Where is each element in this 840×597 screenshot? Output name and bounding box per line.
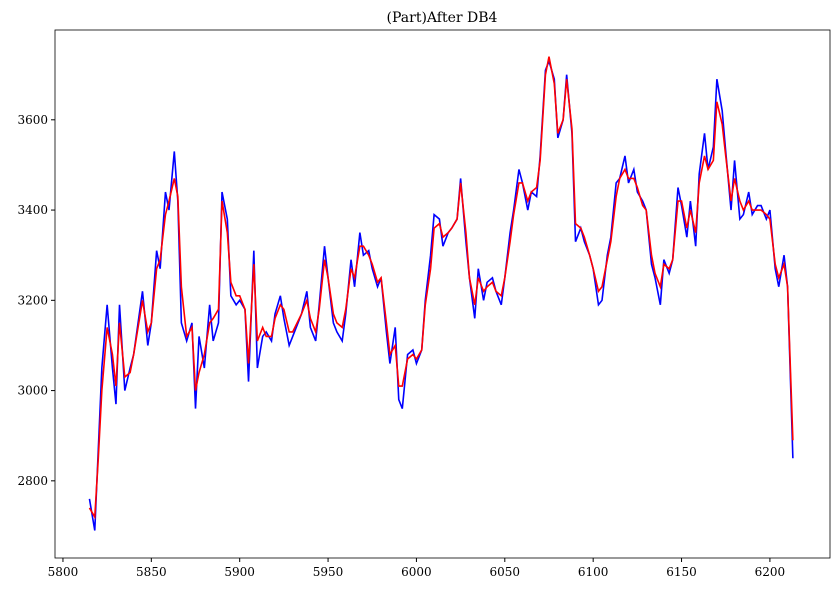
- series-line: [88, 58, 794, 531]
- x-tick-label: 6050: [490, 565, 521, 579]
- x-tick-label: 6100: [578, 565, 609, 579]
- x-tick-label: 5800: [48, 565, 79, 579]
- series-line: [88, 56, 794, 520]
- x-tick-label: 6150: [666, 565, 697, 579]
- x-tick-label: 5900: [224, 565, 255, 579]
- x-tick-label: 6000: [401, 565, 432, 579]
- y-tick-label: 2800: [17, 474, 48, 488]
- y-tick-label: 3200: [17, 293, 48, 307]
- x-tick-label: 5850: [136, 565, 167, 579]
- x-tick-label: 6200: [755, 565, 786, 579]
- y-tick-label: 3600: [17, 113, 48, 127]
- x-tick-label: 5950: [313, 565, 344, 579]
- chart-title: (Part)After DB4: [387, 10, 498, 26]
- y-tick-label: 3000: [17, 384, 48, 398]
- plot-frame: [54, 29, 831, 559]
- y-tick-label: 3400: [17, 203, 48, 217]
